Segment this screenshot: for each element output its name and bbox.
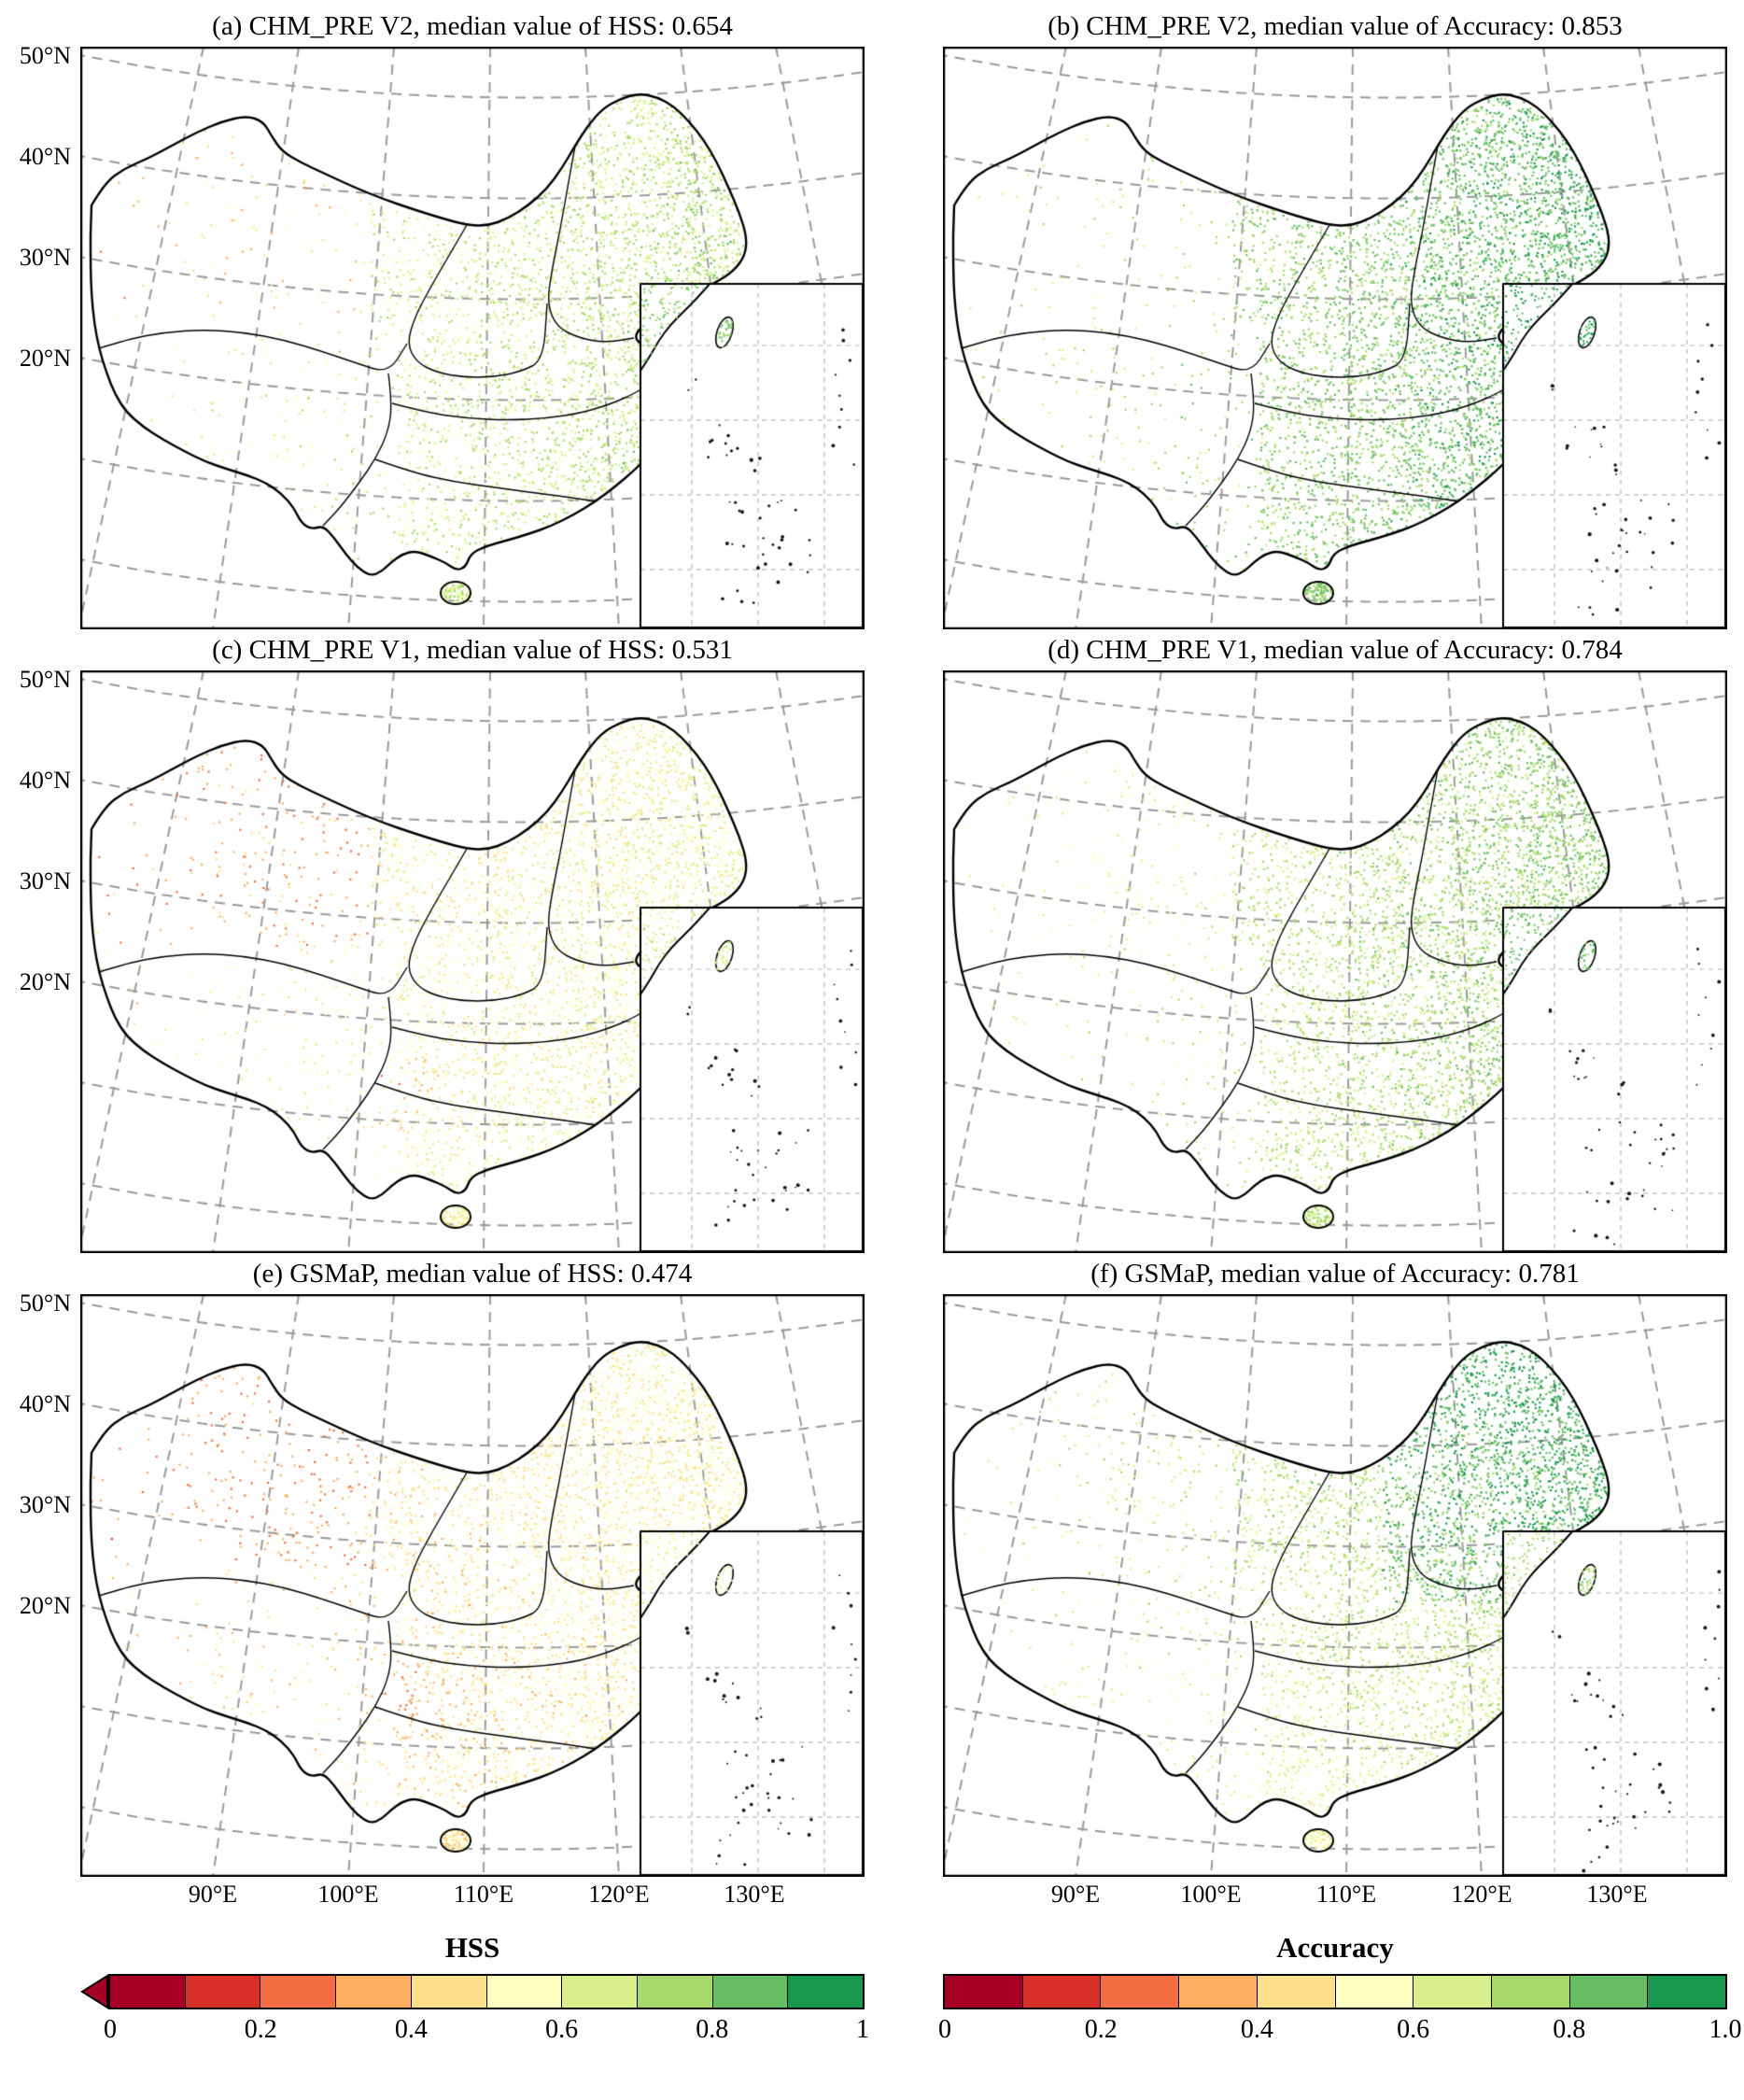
map-canvas-d [943, 670, 1727, 1253]
panel-e-map: 50°N 40°N 30°N 20°N 90°E 100°E 110°E 120… [20, 1290, 865, 1908]
panel-f-title: (f) GSMaP, median value of Accuracy: 0.7… [1090, 1259, 1580, 1289]
acc-tick-02: 0.2 [1084, 2015, 1118, 2044]
colorbar-labels-row: HSS Accuracy [0, 1931, 1744, 1965]
panel-f-map: 90°E 100°E 110°E 120°E 130°E [943, 1294, 1727, 1908]
lat-label-20n: 20°N [19, 1592, 71, 1619]
acc-tick-08: 0.8 [1553, 2015, 1586, 2044]
panel-a-title: (a) CHM_PRE V2, median value of HSS: 0.6… [212, 11, 733, 41]
hss-colorbar: 0 0.2 0.4 0.6 0.8 1 [80, 1974, 869, 2044]
panel-b-title: (b) CHM_PRE V2, median value of Accuracy… [1048, 11, 1623, 41]
lat-label-20n: 20°N [19, 345, 71, 372]
colorbar-segment [1334, 1976, 1413, 2008]
map-canvas-a [80, 47, 865, 629]
colorbar-segment [1021, 1976, 1101, 2008]
colorbar-segment [410, 1976, 486, 2008]
acc-tick-06: 0.6 [1397, 2015, 1430, 2044]
hss-colorbar-label: HSS [444, 1931, 500, 1964]
lat-label-30n: 30°N [19, 1491, 71, 1518]
colorbar-segment [184, 1976, 260, 2008]
hss-tick-06: 0.6 [545, 2015, 579, 2044]
lat-label-30n: 30°N [19, 244, 71, 271]
lat-label-50n: 50°N [19, 666, 71, 693]
column-gap [865, 1931, 943, 1965]
hss-tick-0: 0 [104, 2015, 117, 2044]
map-canvas-c [80, 670, 865, 1253]
colorbar-segment [1178, 1976, 1257, 2008]
lon-label-110e: 110°E [1315, 1881, 1377, 1908]
left-gutter [0, 1931, 80, 1965]
colorbar-segment [1568, 1976, 1648, 2008]
lat-label-40n: 40°N [19, 143, 71, 170]
lat-label-30n: 30°N [19, 867, 71, 895]
hss-tick-1: 1 [856, 2015, 869, 2044]
map-row-2: (c) CHM_PRE V1, median value of HSS: 0.5… [0, 629, 1744, 1253]
colorbar-segment [711, 1976, 788, 2008]
figure-root: (a) CHM_PRE V2, median value of HSS: 0.6… [0, 6, 1744, 2044]
colorbar-section: HSS Accuracy 0 0.2 0.4 0.6 0.8 1 [0, 1931, 1744, 2044]
lon-label-130e: 130°E [724, 1881, 785, 1908]
colorbar-bars-row: 0 0.2 0.4 0.6 0.8 1 0 0.2 0.4 0.6 0.8 1.… [0, 1974, 1744, 2044]
hss-colorbar-gradient: 0 0.2 0.4 0.6 0.8 1 [104, 1974, 869, 2044]
lat-label-20n: 20°N [19, 968, 71, 995]
panel-e: (e) GSMaP, median value of HSS: 0.474 50… [20, 1253, 865, 1908]
accuracy-colorbar-label: Accuracy [1276, 1931, 1394, 1964]
colorbar-segment [1100, 1976, 1179, 2008]
lat-label-40n: 40°N [19, 767, 71, 794]
lon-label-90e: 90°E [1050, 1881, 1101, 1908]
acc-tick-04: 0.4 [1240, 2015, 1273, 2044]
panel-a: (a) CHM_PRE V2, median value of HSS: 0.6… [20, 6, 865, 629]
lon-label-90e: 90°E [188, 1881, 238, 1908]
colorbar-segment [1256, 1976, 1335, 2008]
colorbar-segment [1490, 1976, 1569, 2008]
lon-label-100e: 100°E [317, 1881, 379, 1908]
colorbar-segment [945, 1976, 1022, 2008]
accuracy-colorbar-gradient: 0 0.2 0.4 0.6 0.8 1.0 [938, 1974, 1742, 2044]
column-gap [865, 1974, 943, 2009]
lat-label-40n: 40°N [19, 1390, 71, 1417]
colorbar-segment [1647, 1976, 1726, 2008]
panel-d-title: (d) CHM_PRE V1, median value of Accuracy… [1048, 635, 1623, 665]
lon-label-120e: 120°E [1451, 1881, 1512, 1908]
hss-tick-04: 0.4 [394, 2015, 428, 2044]
acc-tick-0: 0 [938, 2015, 951, 2044]
accuracy-colorbar: 0 0.2 0.4 0.6 0.8 1.0 [938, 1974, 1742, 2044]
lat-label-50n: 50°N [19, 42, 71, 69]
colorbar-segment [561, 1976, 637, 2008]
map-canvas-e [80, 1294, 865, 1877]
colorbar-segment [260, 1976, 336, 2008]
lat-label-50n: 50°N [19, 1290, 71, 1317]
lon-label-100e: 100°E [1180, 1881, 1242, 1908]
hss-tick-02: 0.2 [244, 2015, 277, 2044]
panel-e-title: (e) GSMaP, median value of HSS: 0.474 [252, 1259, 693, 1289]
lon-label-120e: 120°E [588, 1881, 650, 1908]
colorbar-segment [636, 1976, 712, 2008]
panel-a-map: 50°N 40°N 30°N 20°N [20, 42, 865, 629]
colorbar-segment [1413, 1976, 1491, 2008]
panel-c-map: 50°N 40°N 30°N 20°N [20, 666, 865, 1253]
panel-c: (c) CHM_PRE V1, median value of HSS: 0.5… [20, 629, 865, 1253]
panel-d-map [943, 670, 1727, 1253]
map-canvas-b [943, 47, 1727, 629]
panel-b-map [943, 47, 1727, 629]
colorbar-segment [787, 1976, 864, 2008]
map-canvas-f [943, 1294, 1727, 1877]
map-row-3: (e) GSMaP, median value of HSS: 0.474 50… [0, 1253, 1744, 1908]
panel-d: (d) CHM_PRE V1, median value of Accuracy… [943, 629, 1727, 1253]
lon-label-130e: 130°E [1586, 1881, 1648, 1908]
colorbar-segment [485, 1976, 562, 2008]
panel-c-title: (c) CHM_PRE V1, median value of HSS: 0.5… [212, 635, 733, 665]
hss-tick-08: 0.8 [696, 2015, 729, 2044]
colorbar-left-arrow-icon [80, 1974, 108, 2009]
panel-b: (b) CHM_PRE V2, median value of Accuracy… [943, 6, 1727, 629]
panel-f: (f) GSMaP, median value of Accuracy: 0.7… [943, 1253, 1727, 1908]
left-gutter [0, 1974, 80, 2009]
lon-label-110e: 110°E [453, 1881, 514, 1908]
acc-tick-10: 1.0 [1709, 2015, 1742, 2044]
map-row-1: (a) CHM_PRE V2, median value of HSS: 0.6… [0, 6, 1744, 629]
colorbar-segment [335, 1976, 411, 2008]
colorbar-segment [110, 1976, 185, 2008]
